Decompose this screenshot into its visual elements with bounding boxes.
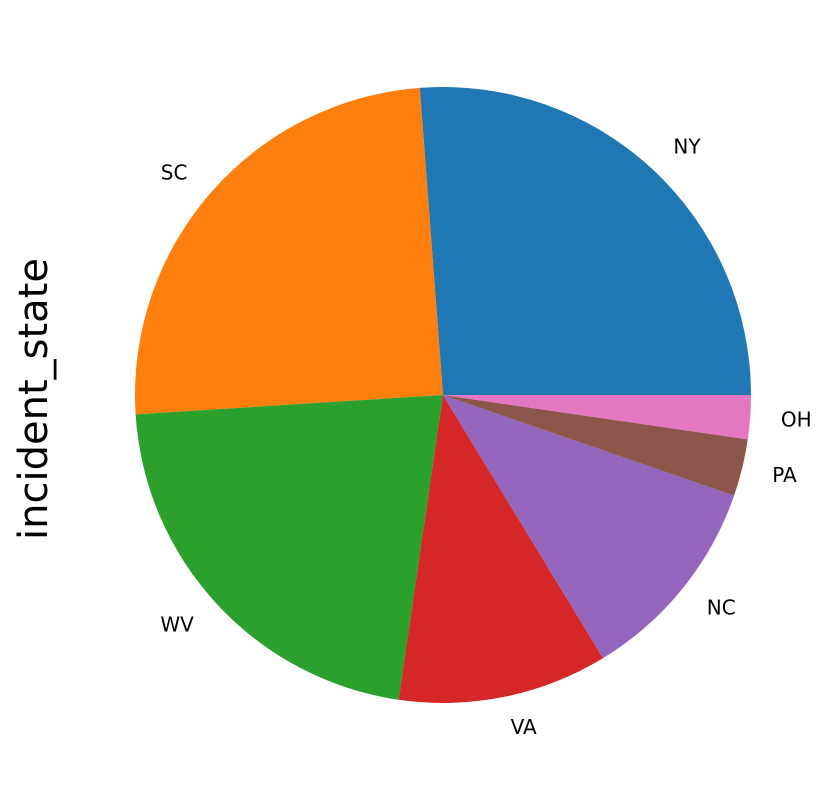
pie-slice-pa — [443, 395, 748, 496]
pie-slices — [135, 87, 751, 703]
slice-label-oh: OH — [781, 407, 812, 431]
pie-slice-oh — [443, 395, 751, 440]
pie-slice-nc — [443, 395, 735, 659]
slice-label-wv: WV — [160, 613, 194, 637]
slice-label-ny: NY — [673, 135, 701, 159]
pie-slice-sc — [135, 87, 444, 415]
pie-slice-ny — [419, 87, 751, 395]
y-axis-label: incident_state — [11, 258, 57, 540]
pie-slice-wv — [135, 395, 443, 700]
pie-labels: NY SC WV VA NC PA OH — [160, 135, 811, 739]
slice-label-sc: SC — [161, 161, 188, 185]
slice-label-nc: NC — [707, 596, 736, 620]
slice-label-va: VA — [511, 715, 537, 739]
slice-label-pa: PA — [772, 463, 797, 487]
pie-slice-va — [398, 395, 604, 703]
